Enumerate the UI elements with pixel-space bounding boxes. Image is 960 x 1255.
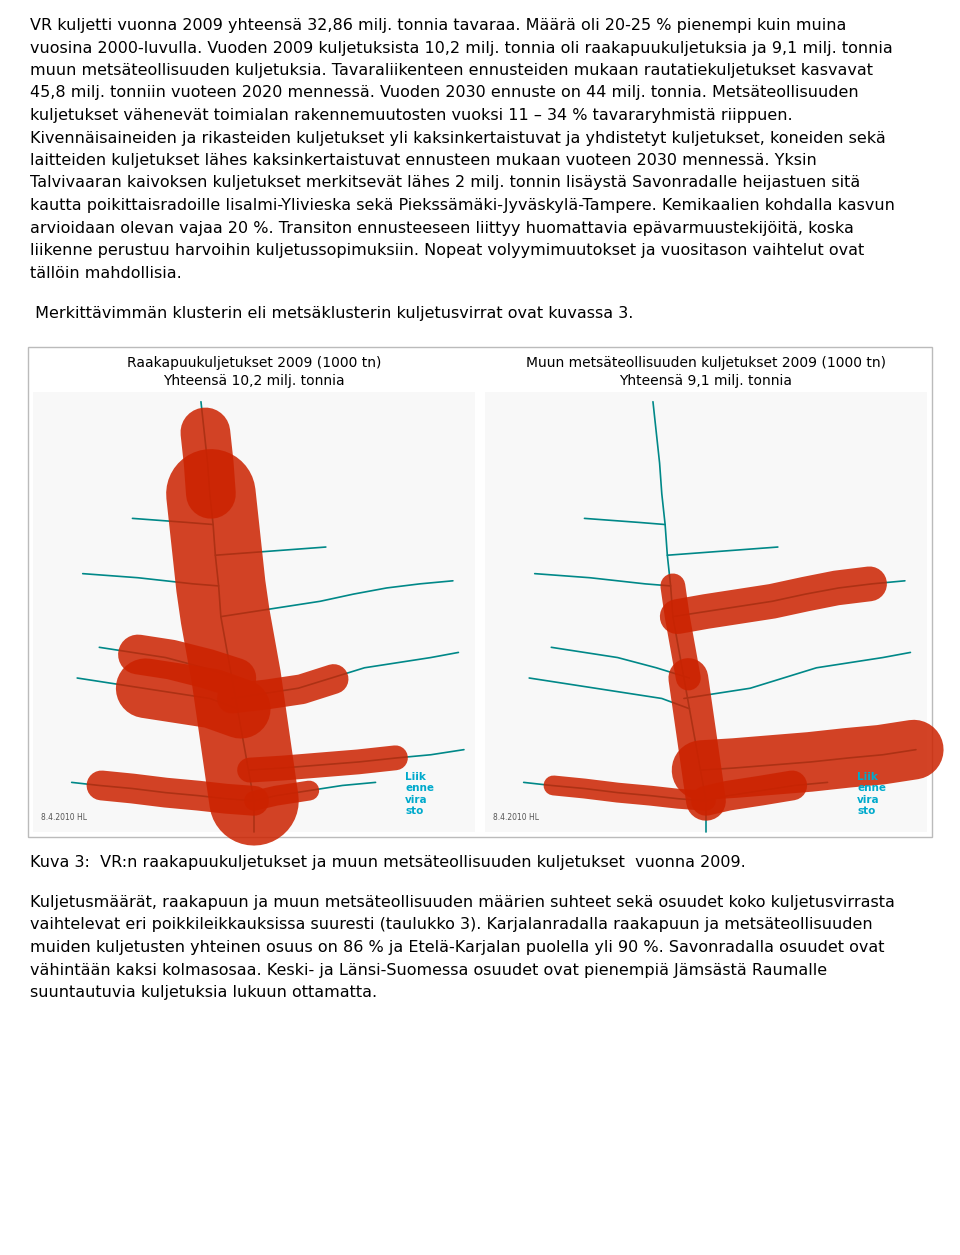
Bar: [485, 392, 927, 832]
Text: 8.4.2010 HL: 8.4.2010 HL: [41, 812, 87, 822]
Text: vähintään kaksi kolmasosaa. Keski- ja Länsi-Suomessa osuudet ovat pienempiä Jäms: vähintään kaksi kolmasosaa. Keski- ja Lä…: [30, 963, 828, 978]
Text: tällöin mahdollisia.: tällöin mahdollisia.: [30, 266, 181, 281]
Text: Talvivaaran kaivoksen kuljetukset merkitsevät lähes 2 milj. tonnin lisäystä Savo: Talvivaaran kaivoksen kuljetukset merkit…: [30, 176, 860, 191]
Text: liikenne perustuu harvoihin kuljetussopimuksiin. Nopeat volyymimuutokset ja vuos: liikenne perustuu harvoihin kuljetussopi…: [30, 243, 864, 259]
Bar: [28, 346, 932, 837]
Text: kautta poikittaisradoille Iisalmi-Ylivieska sekä Piekssämäki-Jyväskylä-Tampere. : kautta poikittaisradoille Iisalmi-Ylivie…: [30, 198, 895, 213]
Text: Kivennäisaineiden ja rikasteiden kuljetukset yli kaksinkertaistuvat ja yhdistety: Kivennäisaineiden ja rikasteiden kuljetu…: [30, 131, 886, 146]
Text: laitteiden kuljetukset lähes kaksinkertaistuvat ennusteen mukaan vuoteen 2030 me: laitteiden kuljetukset lähes kaksinkerta…: [30, 153, 817, 168]
Text: suuntautuvia kuljetuksia lukuun ottamatta.: suuntautuvia kuljetuksia lukuun ottamatt…: [30, 985, 377, 1000]
Text: 45,8 milj. tonniin vuoteen 2020 mennessä. Vuoden 2030 ennuste on 44 milj. tonnia: 45,8 milj. tonniin vuoteen 2020 mennessä…: [30, 85, 858, 100]
Text: Kuljetusmäärät, raakapuun ja muun metsäteollisuuden määrien suhteet sekä osuudet: Kuljetusmäärät, raakapuun ja muun metsät…: [30, 895, 895, 910]
Text: Muun metsäteollisuuden kuljetukset 2009 (1000 tn): Muun metsäteollisuuden kuljetukset 2009 …: [526, 356, 886, 370]
Text: Yhteensä 10,2 milj. tonnia: Yhteensä 10,2 milj. tonnia: [163, 374, 345, 388]
Text: arvioidaan olevan vajaa 20 %. Transiton ennusteeseen liittyy huomattavia epävarm: arvioidaan olevan vajaa 20 %. Transiton …: [30, 221, 853, 236]
Text: VR kuljetti vuonna 2009 yhteensä 32,86 milj. tonnia tavaraa. Määrä oli 20-25 % p: VR kuljetti vuonna 2009 yhteensä 32,86 m…: [30, 18, 847, 33]
Text: vaihtelevat eri poikkileikkauksissa suuresti (taulukko 3). Karjalanradalla raaka: vaihtelevat eri poikkileikkauksissa suur…: [30, 917, 873, 932]
Bar: [33, 392, 475, 832]
Text: kuljetukset vähenevät toimialan rakennemuutosten vuoksi 11 – 34 % tavararyhmistä: kuljetukset vähenevät toimialan rakennem…: [30, 108, 793, 123]
Text: vuosina 2000-luvulla. Vuoden 2009 kuljetuksista 10,2 milj. tonnia oli raakapuuku: vuosina 2000-luvulla. Vuoden 2009 kuljet…: [30, 40, 893, 55]
Text: Kuva 3:  VR:n raakapuukuljetukset ja muun metsäteollisuuden kuljetukset  vuonna : Kuva 3: VR:n raakapuukuljetukset ja muun…: [30, 855, 746, 870]
Text: muun metsäteollisuuden kuljetuksia. Tavaraliikenteen ennusteiden mukaan rautatie: muun metsäteollisuuden kuljetuksia. Tava…: [30, 63, 873, 78]
Text: Yhteensä 9,1 milj. tonnia: Yhteensä 9,1 milj. tonnia: [619, 374, 793, 388]
Text: muiden kuljetusten yhteinen osuus on 86 % ja Etelä-Karjalan puolella yli 90 %. S: muiden kuljetusten yhteinen osuus on 86 …: [30, 940, 884, 955]
Text: Liik
enne
vira
sto: Liik enne vira sto: [857, 772, 886, 816]
Text: Raakapuukuljetukset 2009 (1000 tn): Raakapuukuljetukset 2009 (1000 tn): [127, 356, 381, 370]
Text: Merkittävimmän klusterin eli metsäklusterin kuljetusvirrat ovat kuvassa 3.: Merkittävimmän klusterin eli metsäkluste…: [30, 306, 634, 321]
Text: Liik
enne
vira
sto: Liik enne vira sto: [405, 772, 434, 816]
Text: 8.4.2010 HL: 8.4.2010 HL: [493, 812, 539, 822]
